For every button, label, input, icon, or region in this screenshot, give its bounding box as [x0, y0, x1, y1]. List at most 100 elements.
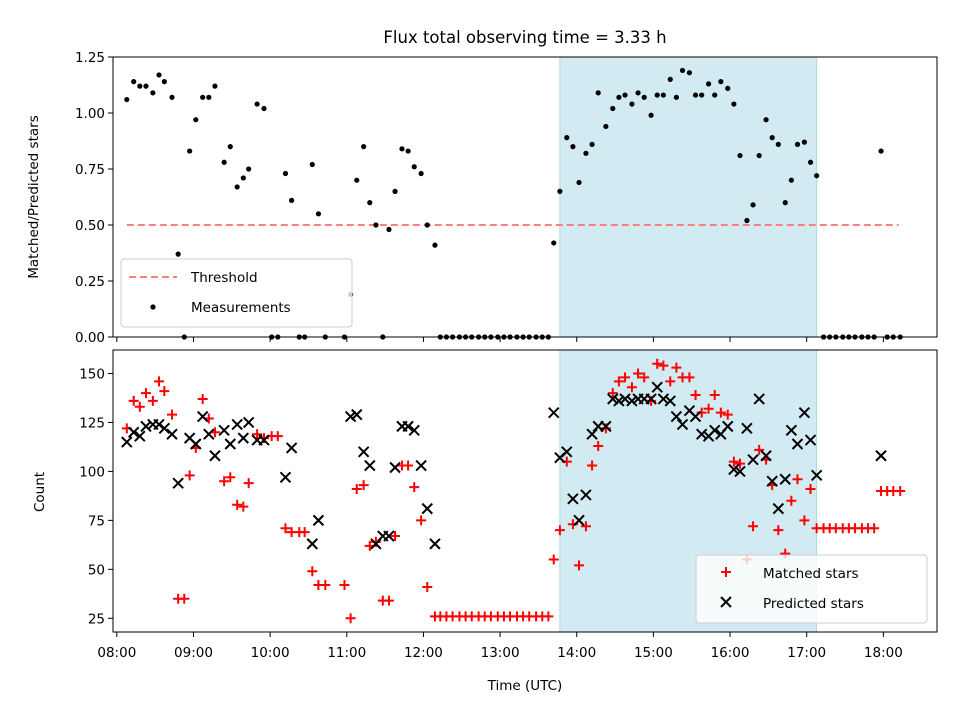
predicted-point — [408, 424, 420, 436]
matched-point — [225, 472, 236, 483]
count-y-tick-label: 150 — [79, 367, 105, 383]
measurement-point — [576, 179, 582, 186]
predicted-point — [306, 538, 319, 550]
predicted-point — [613, 395, 625, 407]
measurement-point — [124, 96, 130, 103]
matched-point — [280, 523, 291, 534]
matched-point — [895, 486, 906, 496]
ratio-y-tick-label: 0.75 — [75, 162, 105, 178]
axes-border — [112, 349, 938, 633]
predicted-point — [580, 489, 592, 501]
measurement-point — [254, 101, 260, 107]
measurement-point — [692, 92, 699, 98]
matched-point — [792, 474, 803, 485]
predicted-point — [166, 428, 178, 440]
matched-point — [383, 595, 394, 606]
ratio-panel: 0.00 0.25 0.50 0.75 1.00 1.25 Matched/Predict… — [26, 50, 938, 346]
matched-point — [773, 525, 784, 536]
predicted-point — [421, 502, 433, 515]
matched-point — [232, 499, 243, 510]
matched-point — [671, 362, 682, 373]
legend-predicted-label: Predicted stars — [763, 596, 864, 612]
matched-point — [243, 478, 254, 489]
matched-point — [320, 580, 331, 590]
legend-matched-swatch — [721, 567, 731, 577]
predicted-point — [695, 428, 708, 440]
predicted-point — [121, 436, 133, 448]
measurement-points — [124, 67, 903, 340]
count-x-tick-label: 08:00 — [97, 645, 136, 661]
measurement-point — [660, 92, 666, 98]
matched-point — [184, 470, 195, 481]
matched-point — [153, 376, 164, 387]
measurement-point — [878, 148, 884, 154]
measurement-point — [686, 70, 693, 76]
legend-threshold-label: Threshold — [190, 270, 258, 286]
predicted-point — [218, 424, 230, 436]
matched-point — [179, 593, 190, 604]
matched-point — [409, 482, 420, 493]
measurement-point — [794, 141, 801, 147]
matched-point — [633, 368, 644, 379]
measurement-point — [679, 67, 686, 74]
predicted-point — [728, 463, 740, 476]
matched-point — [554, 525, 565, 536]
matched-point — [307, 566, 318, 577]
count-x-tick-label: 12:00 — [404, 645, 443, 661]
measurement-point — [667, 76, 673, 82]
measurement-point — [570, 144, 576, 150]
matched-point — [252, 429, 263, 440]
predicted-point — [791, 438, 804, 450]
measurement-point — [595, 90, 601, 96]
ratio-y-tick-label: 0.25 — [75, 274, 105, 290]
matched-point — [580, 521, 591, 532]
predicted-point — [626, 395, 638, 407]
predicted-point — [196, 410, 209, 423]
matched-point — [128, 395, 139, 406]
measurement-point — [654, 92, 660, 98]
measurement-point — [150, 90, 156, 96]
measurement-point — [616, 94, 622, 100]
predicted-point — [172, 477, 184, 489]
matched-point — [272, 431, 283, 442]
matched-point — [345, 613, 356, 624]
matched-point — [543, 611, 554, 622]
legend-predicted-swatch — [720, 596, 732, 608]
predicted-point — [645, 393, 657, 405]
count-y-axis-label: Count — [32, 472, 48, 512]
matched-point — [339, 580, 350, 590]
count-x-tick-label: 15:00 — [634, 645, 673, 661]
predicted-point — [357, 446, 370, 458]
predicted-point — [619, 393, 631, 405]
measurement-point — [193, 117, 199, 123]
count-y-tick-label: 75 — [88, 513, 105, 529]
count-x-ticks: 08:00 09:00 10:00 11:00 12:00 13:00 14:00 15:00… — [97, 632, 903, 661]
predicted-point — [402, 420, 414, 433]
predicted-point — [734, 465, 746, 478]
count-x-tick-label: 18:00 — [864, 645, 903, 661]
measurement-point — [731, 101, 737, 107]
predicted-point — [810, 469, 823, 482]
matched-point — [607, 388, 618, 399]
chart-title: Flux total observing time = 3.33 h — [383, 28, 666, 47]
predicted-point — [722, 420, 734, 433]
measurement-point — [775, 141, 781, 147]
count-x-tick-label: 13:00 — [481, 645, 520, 661]
predicted-point — [664, 395, 676, 407]
measurement-point — [240, 175, 246, 181]
measurement-point — [718, 79, 724, 85]
measurement-point — [367, 200, 373, 206]
predicted-point — [383, 530, 395, 542]
matched-point — [416, 515, 427, 526]
predicted-point — [760, 450, 772, 462]
measurement-point — [801, 139, 807, 145]
matched-point — [299, 527, 310, 538]
matched-point — [805, 484, 816, 495]
matched-point — [613, 376, 624, 387]
count-y-tick-label: 100 — [79, 464, 105, 480]
matched-point — [799, 515, 810, 526]
matched-point — [147, 395, 158, 406]
predicted-points — [121, 381, 887, 550]
count-x-tick-label: 09:00 — [174, 645, 213, 661]
predicted-point — [140, 420, 152, 433]
